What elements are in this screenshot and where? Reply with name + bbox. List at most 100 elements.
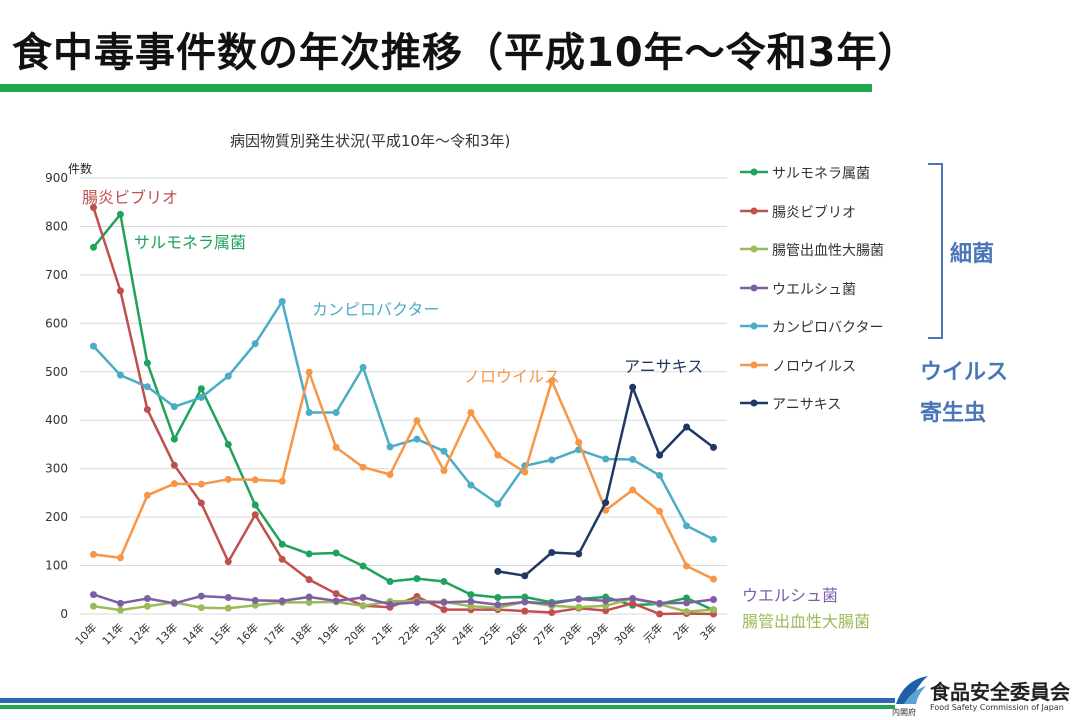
inline-series-labels: サルモネラ属菌腸炎ビブリオ腸管出血性大腸菌ウエルシュ菌カンピロバクターノロウイル… [82, 188, 870, 631]
data-point [710, 595, 718, 603]
legend-item: 腸炎ビブリオ [740, 199, 940, 223]
data-point [143, 491, 151, 499]
data-point [521, 572, 529, 580]
data-point [386, 600, 394, 608]
data-point [332, 549, 340, 557]
y-tick-label: 800 [45, 219, 68, 233]
title-rule [0, 84, 872, 92]
data-point [656, 507, 664, 515]
data-point [251, 596, 259, 604]
data-point [440, 606, 448, 614]
x-tick-label: 30年 [611, 620, 639, 648]
series-lines [89, 204, 718, 618]
data-point [683, 562, 691, 570]
data-point [170, 403, 178, 411]
parasite-group-label: 寄生虫 [920, 401, 987, 426]
data-point [251, 511, 259, 519]
legend-swatch [740, 322, 768, 330]
data-point [440, 578, 448, 586]
data-point [602, 607, 610, 615]
data-point [116, 606, 124, 614]
x-tick-label: 13年 [153, 620, 181, 648]
data-point [629, 599, 637, 607]
bacteria-group-label: 細菌 [950, 242, 995, 267]
series-line [92, 300, 715, 541]
data-point [521, 598, 529, 606]
data-point [224, 440, 232, 448]
data-point [683, 608, 691, 616]
data-point [305, 550, 313, 558]
x-tick-label: 23年 [422, 620, 450, 648]
data-point [332, 597, 340, 605]
x-tick-label: 27年 [530, 620, 558, 648]
data-point [89, 243, 97, 251]
fsc-logo: 食品安全委員会 Food Safety Commission of Japan … [890, 672, 1080, 720]
y-tick-label: 100 [45, 559, 68, 573]
data-point [251, 501, 259, 509]
legend-label: サルモネラ属菌 [772, 166, 870, 182]
data-point [224, 604, 232, 612]
series-line [92, 207, 714, 616]
legend-item: ウエルシュ菌 [740, 276, 940, 300]
page-title: 食中毒事件数の年次推移（平成10年～令和3年） [12, 30, 919, 76]
legend-item: サルモネラ属菌 [740, 160, 940, 184]
data-point [656, 471, 664, 479]
data-point [575, 439, 583, 447]
y-tick-label: 500 [45, 365, 68, 379]
inline-label-2: 腸管出血性大腸菌 [742, 612, 870, 631]
data-point [467, 602, 475, 610]
y-axis-label: 件数 [68, 162, 93, 176]
y-tick-label: 300 [45, 462, 68, 476]
data-point [143, 383, 151, 391]
data-point [521, 468, 529, 476]
legend-label: ウエルシュ菌 [772, 281, 856, 298]
data-point [197, 592, 205, 600]
inline-label-3: ウエルシュ菌 [742, 586, 838, 605]
legend-label: カンピロバクター [772, 320, 884, 336]
data-point [278, 477, 286, 485]
series-1 [89, 204, 718, 618]
data-point [629, 455, 637, 463]
footer-rule-green [0, 705, 895, 709]
data-point [386, 470, 394, 478]
data-point [575, 595, 583, 603]
inline-label-6: アニサキス [624, 357, 703, 376]
x-tick-label: 10年 [72, 620, 100, 648]
data-point [143, 359, 151, 367]
legend-label: アニサキス [772, 397, 842, 413]
data-point [602, 455, 610, 463]
data-point [224, 594, 232, 602]
data-point [305, 593, 313, 601]
data-point [440, 447, 448, 455]
legend-swatch [740, 207, 768, 214]
data-point [305, 368, 313, 376]
data-point [548, 600, 556, 608]
data-point [143, 594, 151, 602]
x-tick-label: 11年 [99, 620, 127, 648]
x-tick-label: 17年 [261, 620, 289, 648]
series-0 [89, 210, 718, 614]
data-point [467, 591, 475, 599]
data-point [494, 567, 502, 575]
data-point [224, 475, 232, 483]
fsc-emblem-icon [896, 676, 928, 704]
y-tick-label: 400 [45, 413, 68, 427]
data-point [413, 435, 421, 443]
series-3 [89, 591, 718, 609]
data-point [494, 500, 502, 508]
series-4 [89, 298, 718, 543]
data-point [332, 408, 340, 416]
data-point [89, 591, 97, 599]
data-point [548, 377, 556, 385]
data-point [116, 287, 124, 295]
data-point [440, 598, 448, 606]
data-point [440, 467, 448, 475]
x-tick-label: 15年 [207, 620, 235, 648]
footer-rule-blue [0, 698, 895, 703]
data-point [89, 602, 97, 610]
x-tick-label: 20年 [342, 620, 370, 648]
data-point [332, 443, 340, 451]
data-point [494, 451, 502, 459]
data-point [197, 480, 205, 488]
